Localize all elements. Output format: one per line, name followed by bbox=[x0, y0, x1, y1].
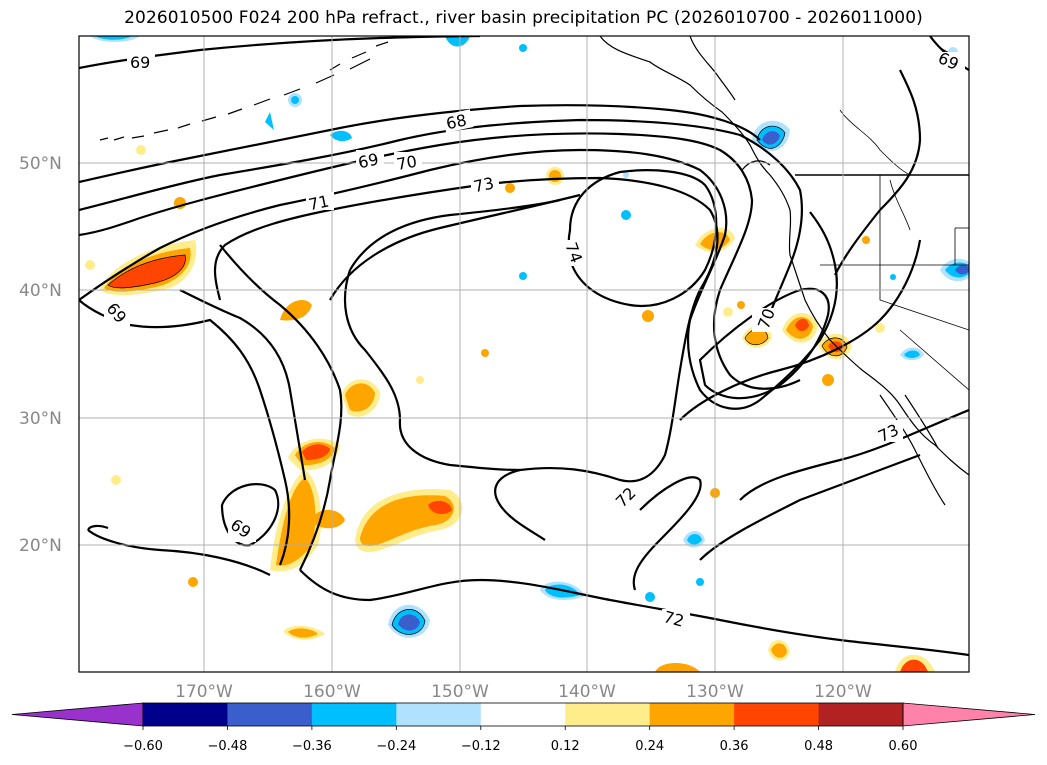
precip-outlines bbox=[107, 125, 848, 635]
lat-label-40n: 40°N bbox=[19, 281, 62, 301]
longitude-labels: 170°W 160°W 150°W 140°W 130°W 120°W bbox=[175, 682, 872, 702]
latitude-labels: 50°N 40°N 30°N 20°N bbox=[19, 154, 62, 556]
colorbar-tick-label: −0.36 bbox=[292, 739, 332, 754]
contour-label: 69 bbox=[356, 149, 380, 172]
lon-label-160w: 160°W bbox=[303, 682, 361, 702]
colorbar-tick-label: −0.48 bbox=[208, 739, 248, 754]
plot-frame bbox=[78, 35, 970, 673]
contour-label: 72 bbox=[662, 607, 687, 631]
map-title: 2026010500 F024 200 hPa refract., river … bbox=[124, 8, 923, 28]
colorbar-tick-label: 0.48 bbox=[804, 739, 833, 754]
lon-label-120w: 120°W bbox=[814, 682, 872, 702]
contour-label: 73 bbox=[472, 173, 496, 196]
colorbar-tick-label: −0.60 bbox=[123, 739, 163, 754]
colorbar-extend-high bbox=[902, 702, 1036, 727]
contour-labels: 69 68 69 69 70 71 73 74 69 70 69 72 72 bbox=[103, 48, 965, 631]
height-contours bbox=[79, 36, 969, 657]
colorbar-segment bbox=[818, 703, 904, 726]
lat-label-50n: 50°N bbox=[19, 154, 62, 174]
colorbar-tick-label: 0.36 bbox=[720, 739, 749, 754]
colorbar-segment bbox=[143, 703, 228, 726]
contour-label: 69 bbox=[130, 53, 150, 72]
colorbar-extend-low bbox=[11, 702, 144, 727]
colorbar-segment bbox=[227, 703, 313, 726]
gridlines bbox=[79, 36, 969, 672]
plot-area bbox=[79, 36, 969, 672]
lon-label-170w: 170°W bbox=[175, 682, 233, 702]
colorbar: −0.60 −0.48 −0.36 −0.24 −0.12 0.12 0.24 0.36 0.4… bbox=[11, 702, 1036, 754]
colorbar-segment bbox=[649, 703, 735, 726]
lat-label-30n: 30°N bbox=[19, 409, 62, 429]
precip-shading bbox=[85, 36, 969, 672]
lon-label-150w: 150°W bbox=[431, 682, 489, 702]
colorbar-tick-label: 0.12 bbox=[551, 739, 580, 754]
colorbar-tick-label: −0.24 bbox=[376, 739, 416, 754]
colorbar-frame bbox=[142, 702, 904, 727]
contour-label: 70 bbox=[395, 152, 418, 174]
lon-label-140w: 140°W bbox=[558, 682, 616, 702]
lat-label-20n: 20°N bbox=[19, 536, 62, 556]
colorbar-segment bbox=[480, 703, 566, 726]
lon-label-130w: 130°W bbox=[686, 682, 744, 702]
colorbar-segment bbox=[734, 703, 820, 726]
colorbar-tick-label: 0.60 bbox=[889, 739, 918, 754]
coastlines bbox=[99, 36, 969, 506]
colorbar-tick-label: −0.12 bbox=[461, 739, 501, 754]
colorbar-segment bbox=[396, 703, 482, 726]
colorbar-segment bbox=[565, 703, 651, 726]
colorbar-tick-label: 0.24 bbox=[635, 739, 664, 754]
colorbar-segment bbox=[311, 703, 397, 726]
contour-label: 71 bbox=[307, 191, 331, 214]
contour-label: 68 bbox=[444, 110, 468, 133]
